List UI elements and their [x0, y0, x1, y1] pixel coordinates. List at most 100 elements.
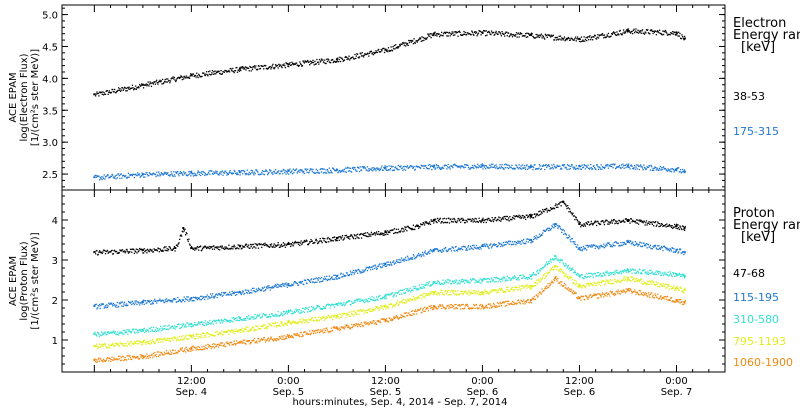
flux-sample [108, 344, 110, 346]
flux-sample [141, 84, 143, 86]
flux-sample [614, 220, 617, 222]
flux-sample [319, 307, 321, 310]
flux-sample [412, 43, 415, 45]
flux-sample [237, 319, 239, 322]
flux-sample [330, 62, 332, 64]
flux-sample [509, 279, 512, 282]
flux-sample [116, 90, 118, 92]
flux-sample [537, 168, 539, 170]
flux-sample [191, 247, 193, 249]
flux-sample [295, 241, 298, 244]
flux-sample [386, 261, 388, 263]
flux-sample [113, 331, 115, 333]
flux-sample [237, 291, 239, 293]
flux-sample [94, 331, 96, 334]
flux-sample [192, 300, 194, 302]
flux-sample [207, 295, 210, 298]
flux-sample [332, 304, 334, 306]
flux-sample [161, 250, 163, 253]
flux-sample [307, 278, 309, 281]
flux-sample [161, 299, 164, 301]
flux-sample [98, 251, 100, 253]
flux-sample [394, 166, 396, 169]
flux-sample [549, 207, 552, 209]
flux-sample [119, 342, 121, 344]
flux-sample [217, 333, 219, 335]
flux-sample [322, 308, 324, 310]
flux-sample [530, 166, 533, 168]
flux-sample [164, 325, 166, 327]
flux-sample [627, 166, 629, 169]
flux-sample [353, 300, 355, 302]
flux-sample [476, 35, 478, 37]
flux-sample [548, 227, 550, 230]
flux-sample [437, 217, 439, 220]
flux-sample [549, 258, 552, 260]
flux-sample [383, 166, 385, 169]
flux-sample [167, 78, 169, 80]
flux-sample [244, 292, 246, 295]
flux-sample [306, 60, 308, 63]
flux-sample [672, 169, 675, 171]
data-point [578, 285, 581, 287]
flux-sample [473, 278, 476, 281]
flux-sample [541, 37, 543, 39]
flux-sample [477, 166, 480, 169]
flux-sample [132, 248, 134, 250]
flux-sample [632, 167, 634, 170]
flux-sample [562, 164, 564, 166]
flux-sample [481, 163, 484, 165]
flux-sample [300, 310, 302, 312]
flux-sample [512, 276, 514, 278]
flux-sample [234, 69, 237, 72]
flux-sample [98, 175, 100, 177]
flux-sample [197, 337, 199, 339]
flux-sample [374, 299, 376, 302]
flux-sample [140, 85, 142, 87]
flux-sample [595, 168, 597, 171]
flux-sample [588, 245, 591, 247]
flux-sample [182, 231, 184, 233]
flux-sample [265, 169, 267, 171]
flux-sample [113, 345, 115, 347]
flux-sample [676, 223, 678, 226]
flux-sample [104, 332, 107, 334]
flux-sample [164, 339, 166, 342]
flux-sample [309, 281, 311, 283]
flux-sample [534, 37, 536, 39]
flux-sample [475, 165, 477, 168]
flux-sample [525, 165, 527, 167]
flux-sample [376, 51, 378, 54]
flux-sample [164, 78, 166, 81]
flux-sample [548, 164, 550, 166]
flux-sample [158, 247, 160, 250]
flux-sample [215, 172, 218, 174]
flux-sample [581, 274, 583, 276]
flux-sample [513, 168, 516, 170]
flux-sample [297, 65, 300, 67]
flux-sample [391, 292, 394, 294]
flux-sample [315, 238, 317, 240]
flux-sample [483, 221, 485, 224]
flux-sample [462, 218, 464, 220]
flux-sample [252, 290, 254, 292]
flux-sample [364, 53, 367, 56]
flux-sample [349, 270, 352, 272]
flux-sample [424, 165, 426, 167]
flux-sample [555, 167, 557, 169]
flux-sample [218, 70, 220, 72]
flux-sample [233, 292, 235, 294]
flux-sample [486, 219, 489, 221]
flux-sample [381, 233, 384, 235]
flux-sample [510, 167, 512, 169]
flux-sample [182, 299, 185, 301]
flux-sample [471, 244, 474, 247]
flux-sample [237, 244, 239, 246]
flux-sample [138, 302, 140, 304]
flux-sample [467, 33, 470, 35]
flux-sample [491, 216, 493, 219]
flux-sample [223, 320, 225, 322]
flux-sample [415, 225, 417, 227]
flux-sample [582, 224, 584, 226]
flux-sample [195, 76, 197, 78]
